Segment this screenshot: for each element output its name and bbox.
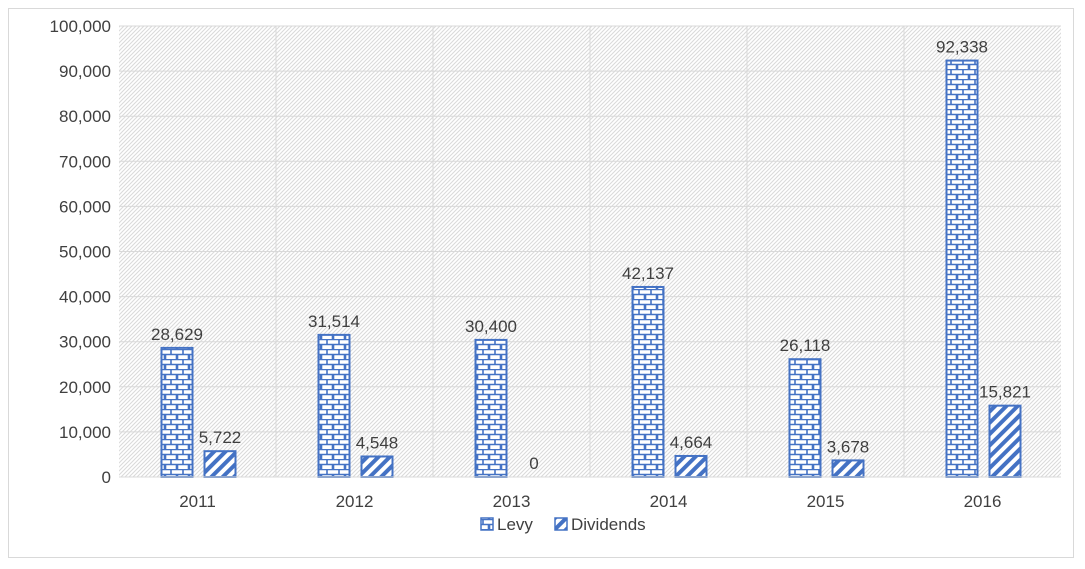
legend-label-levy: Levy [497,515,533,534]
levy-bar [317,333,351,478]
y-tick-label: 20,000 [59,378,111,397]
x-tick-label: 2012 [336,492,374,511]
x-tick-label: 2015 [807,492,845,511]
levy-bar [945,59,979,478]
x-tick-label: 2011 [179,492,216,511]
dividends-data-label: 4,548 [356,433,399,452]
y-tick-label: 80,000 [59,107,111,126]
x-tick-label: 2013 [493,492,531,511]
x-tick-label: 2014 [650,492,688,511]
y-tick-label: 50,000 [59,243,111,262]
legend-swatch-levy [480,517,494,531]
legend-swatch-dividends [554,517,568,531]
dividends-bar [203,450,237,479]
dividends-bar [988,404,1022,478]
dividends-bar [674,454,708,479]
y-tick-label: 40,000 [59,288,111,307]
y-tick-label: 0 [102,468,111,487]
dividends-data-label: 4,664 [670,433,713,452]
levy-data-label: 30,400 [465,317,517,336]
y-tick-label: 60,000 [59,197,111,216]
levy-bar [474,338,508,478]
chart-area: 0 10,000 20,000 30,000 40,000 50,000 60,000 70,… [8,8,1074,558]
y-tick-label: 30,000 [59,333,111,352]
levy-data-label: 42,137 [622,264,674,283]
dividends-data-label: 3,678 [827,437,870,456]
dividends-data-label: 5,722 [199,428,242,447]
levy-bar [160,346,194,478]
dividends-bar [360,455,394,479]
levy-data-label: 92,338 [936,38,988,57]
levy-data-label: 31,514 [308,312,360,331]
bar-chart: 0 10,000 20,000 30,000 40,000 50,000 60,000 70,… [50,17,1061,534]
legend-label-dividends: Dividends [571,515,646,534]
y-tick-label: 70,000 [59,152,111,171]
x-tick-label: 2016 [964,492,1002,511]
levy-data-label: 26,118 [780,336,831,355]
dividends-bar [831,459,865,479]
dividends-data-label: 15,821 [979,383,1031,402]
levy-data-label: 28,629 [151,325,203,344]
y-tick-label: 100,000 [50,17,111,36]
y-tick-label: 10,000 [59,423,111,442]
levy-bar [788,358,822,479]
y-tick-label: 90,000 [59,62,111,81]
levy-bar [631,285,665,478]
dividends-data-label: 0 [529,454,538,473]
